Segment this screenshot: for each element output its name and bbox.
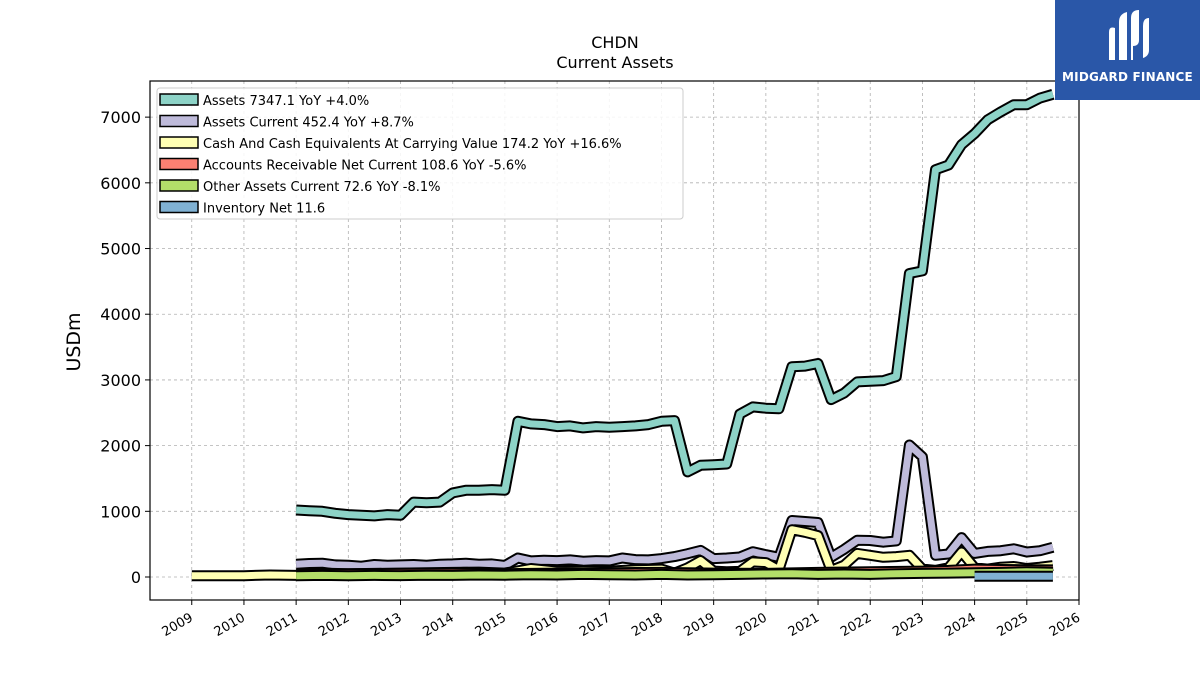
x-tick-label: 2022 bbox=[838, 610, 874, 640]
x-tick-label: 2009 bbox=[160, 610, 196, 640]
x-tick-label: 2018 bbox=[629, 610, 665, 640]
x-tick-label: 2023 bbox=[890, 610, 926, 640]
legend-entry: Cash And Cash Equivalents At Carrying Va… bbox=[203, 137, 622, 152]
legend-swatch bbox=[159, 179, 199, 192]
plot-frame bbox=[149, 80, 1080, 601]
x-tick-label: 2021 bbox=[786, 610, 822, 640]
chart-subtitle: Current Assets bbox=[556, 53, 673, 72]
x-tick-label: 2020 bbox=[734, 610, 770, 640]
x-tick-label: 2025 bbox=[995, 610, 1031, 640]
y-tick-label: 5000 bbox=[100, 240, 141, 259]
x-tick-label: 2010 bbox=[212, 610, 248, 640]
y-tick-label: 4000 bbox=[100, 305, 141, 324]
legend-entry: Inventory Net 11.6 bbox=[203, 202, 325, 217]
legend-swatch bbox=[159, 93, 199, 106]
x-tick-label: 2017 bbox=[577, 610, 613, 640]
legend-swatch bbox=[159, 157, 199, 171]
legend: Assets 7347.1 YoY +4.0% Assets Current 45… bbox=[156, 87, 684, 220]
legend-entry: Accounts Receivable Net Current 108.6 Yo… bbox=[203, 159, 526, 174]
x-tick-label: 2014 bbox=[421, 610, 457, 640]
x-tick-label: 2016 bbox=[525, 610, 561, 640]
x-tick-label: 2015 bbox=[473, 610, 509, 640]
chart-title: CHDN bbox=[591, 33, 639, 52]
legend-swatch bbox=[159, 200, 199, 214]
midgard-logo-icon bbox=[1109, 10, 1149, 60]
legend-entry: Assets 7347.1 YoY +4.0% bbox=[203, 94, 369, 109]
legend-entry: Assets Current 452.4 YoY +8.7% bbox=[203, 116, 414, 131]
y-tick-label: 0 bbox=[131, 568, 141, 587]
logo-name: MIDGARD FINANCE bbox=[1062, 70, 1193, 84]
midgard-logo: MIDGARD FINANCE bbox=[1055, 0, 1200, 100]
x-tick-label: 2019 bbox=[682, 610, 718, 640]
legend-entry: Other Assets Current 72.6 YoY -8.1% bbox=[203, 180, 440, 195]
y-axis-label: USDm bbox=[63, 312, 85, 371]
x-tick-label: 2012 bbox=[316, 610, 352, 640]
x-tick-label: 2024 bbox=[942, 610, 978, 640]
x-tick-label: 2013 bbox=[368, 610, 404, 640]
y-tick-label: 1000 bbox=[100, 502, 141, 521]
y-tick-label: 6000 bbox=[100, 174, 141, 193]
y-tick-label: 2000 bbox=[100, 437, 141, 456]
legend-box bbox=[156, 87, 684, 220]
legend-swatch bbox=[159, 136, 199, 149]
series-layer bbox=[191, 89, 1055, 582]
x-tick-label: 2011 bbox=[264, 610, 300, 640]
y-tick-label: 7000 bbox=[100, 108, 141, 127]
x-tick-label: 2026 bbox=[1047, 610, 1083, 640]
y-tick-label: 3000 bbox=[100, 371, 141, 390]
other-assets-current-line bbox=[296, 568, 1053, 580]
legend-swatch bbox=[159, 114, 199, 128]
